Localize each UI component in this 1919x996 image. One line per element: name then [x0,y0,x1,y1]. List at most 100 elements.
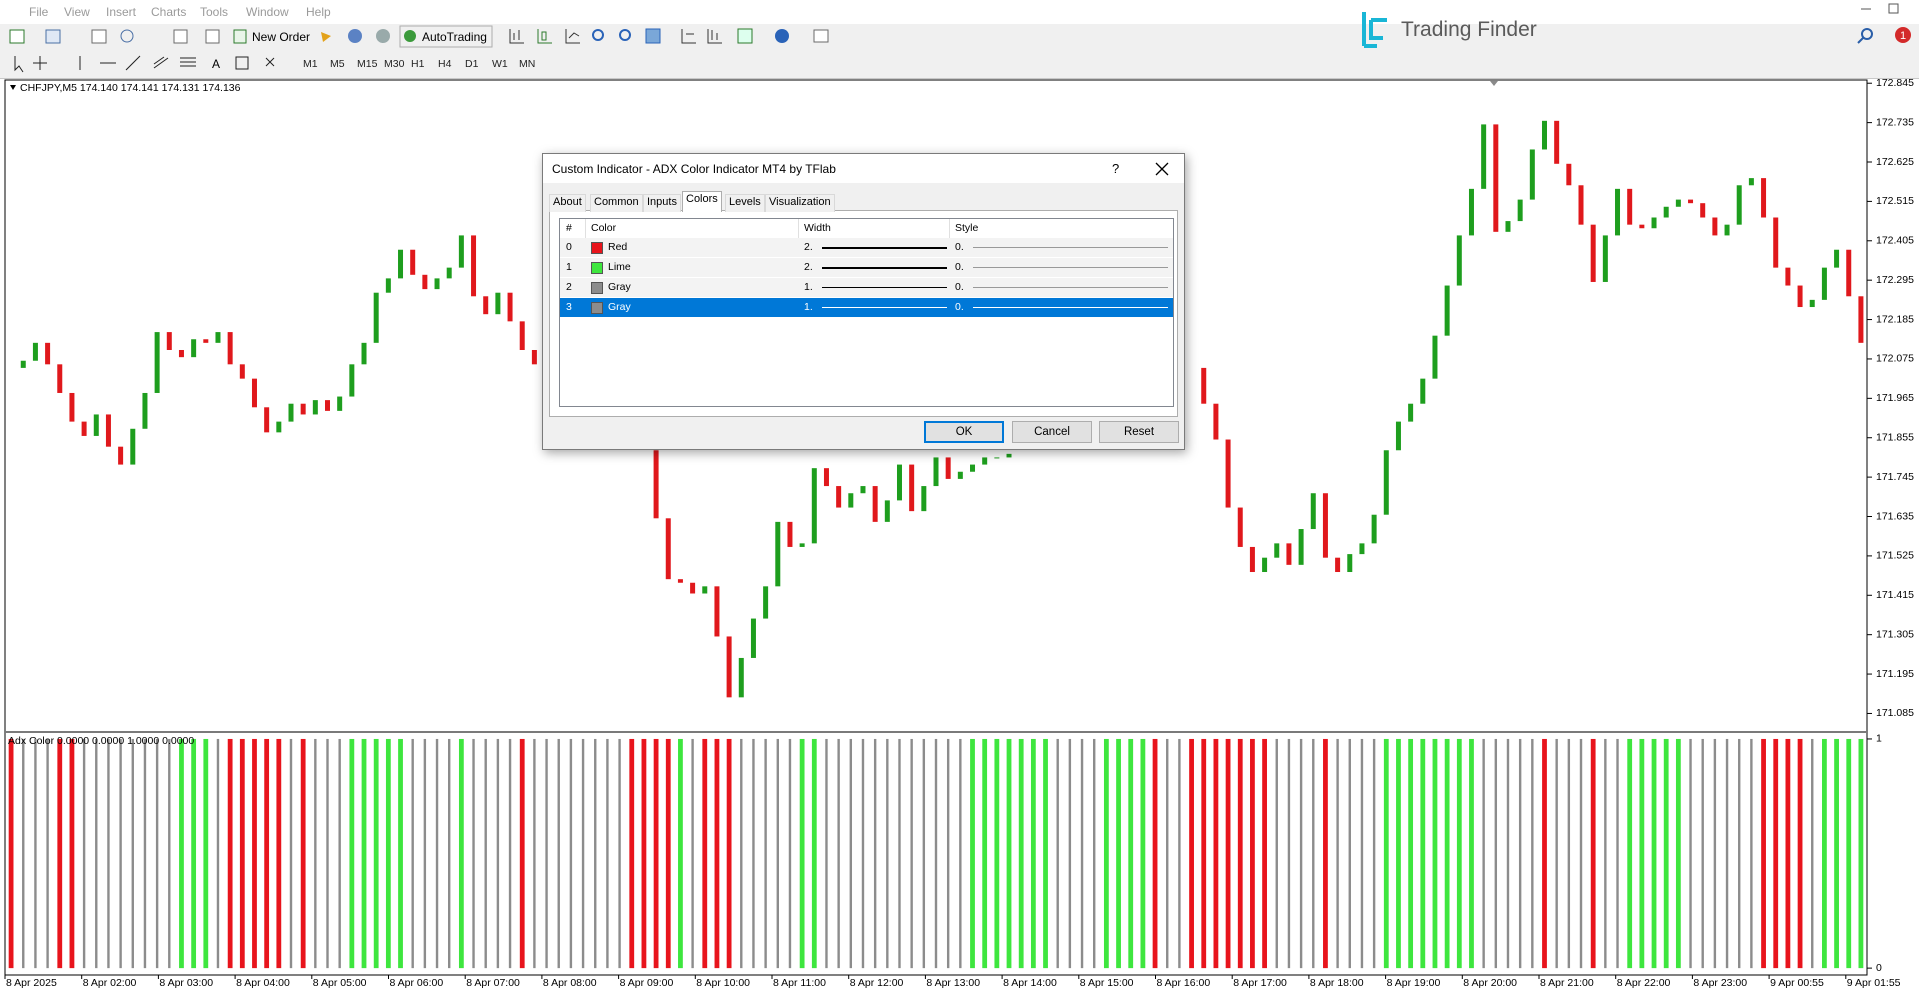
timeframe-button[interactable]: M5 [330,58,345,70]
style-value: 0. [955,301,964,313]
y-tick-label: 172.845 [1876,77,1914,89]
indicator-bar [289,738,293,969]
icon[interactable] [235,56,249,70]
indicator-bar [1858,738,1864,969]
row-index: 0 [566,241,572,253]
icon[interactable] [592,29,604,41]
timeframe-button[interactable]: D1 [465,58,479,70]
candle [1773,217,1779,268]
close-button[interactable] [1155,162,1169,176]
indicator-bar [849,738,853,969]
width-value: 2. [804,261,813,273]
icon[interactable] [9,29,25,44]
candle [166,332,172,350]
indicator-bar [1348,738,1351,969]
candle [1615,188,1621,236]
candle [1310,493,1316,530]
icon[interactable] [173,29,188,44]
autotrading-frame[interactable] [399,25,493,48]
tab[interactable]: Visualization [765,194,835,212]
icon[interactable] [813,29,829,43]
icon[interactable] [205,29,220,44]
indicator-bar [641,738,647,969]
timeframe-button[interactable]: M15 [357,58,378,70]
menu-item[interactable]: Tools [200,5,229,19]
indicator-bar [216,738,220,969]
icon[interactable] [537,29,552,44]
icon[interactable] [180,57,196,67]
restore-button[interactable] [1888,3,1899,14]
search-button[interactable] [1861,28,1873,40]
candle [957,471,963,479]
new-order-button[interactable]: New Order [252,30,311,44]
icon[interactable] [619,29,631,41]
icon[interactable] [376,29,390,43]
timeframe-button[interactable]: M30 [384,58,405,70]
tab[interactable]: Levels [725,194,765,212]
icon[interactable] [91,29,107,44]
icon[interactable] [565,29,580,44]
x-tick-label: 8 Apr 17:00 [1233,977,1287,989]
indicator-bar [1604,738,1607,969]
icon[interactable] [737,28,753,44]
menu-item[interactable]: Window [246,5,289,19]
indicator-bar [959,738,962,969]
table-row[interactable]: 3 Gray 1. 0. [560,298,1173,318]
icon[interactable] [233,29,247,44]
menu-item[interactable]: File [29,5,49,19]
color-name: Lime [608,261,631,273]
icon[interactable] [125,55,141,71]
indicator-bar [702,738,708,969]
autotrading-button[interactable]: AutoTrading [422,30,487,44]
x-tick-label: 8 Apr 02:00 [83,977,137,989]
table-row[interactable]: 0 Red 2. 0. [560,238,1173,258]
tool-icons: A [14,55,275,73]
indicator-bar [1518,738,1522,969]
icon[interactable] [120,29,134,43]
icon[interactable] [33,56,47,70]
indicator-bar [752,738,755,969]
icon[interactable] [321,32,331,42]
icon[interactable] [14,56,24,73]
timeframe-button[interactable]: H1 [411,58,425,70]
icon[interactable] [45,29,61,44]
icon[interactable] [645,28,661,44]
dialog-button[interactable]: OK [924,421,1004,443]
tab[interactable]: Inputs [643,194,681,212]
timeframe-button[interactable]: H4 [438,58,452,70]
indicator-bar [825,738,828,969]
icon[interactable] [707,29,722,44]
icon[interactable] [404,30,416,42]
menu-item[interactable]: Charts [151,5,187,19]
y-tick-label: 171.415 [1876,589,1914,601]
icon[interactable]: A [212,57,220,71]
dialog-button[interactable]: Cancel [1012,421,1092,443]
indicator-bar [740,738,743,969]
menu-item[interactable]: View [64,5,90,19]
icon[interactable] [775,29,789,43]
indicator-bar [618,738,621,969]
timeframe-button[interactable]: W1 [492,58,508,70]
menu-item[interactable]: Help [306,5,331,19]
indicator-bar [1068,738,1072,969]
table-row[interactable]: 2 Gray 1. 0. [560,278,1173,298]
icon[interactable] [681,29,696,44]
icon[interactable] [509,29,524,44]
timeframe-button[interactable]: MN [519,58,536,70]
dialog-button[interactable]: Reset [1099,421,1179,443]
icon[interactable] [153,56,169,69]
table-row[interactable]: 1 Lime 2. 0. [560,258,1173,278]
y-tick-label: 171.855 [1876,432,1914,444]
icon[interactable] [265,57,275,67]
help-button[interactable]: ? [1112,161,1120,176]
tab[interactable]: Common [590,194,643,212]
notification-badge[interactable] [1895,27,1911,43]
icon[interactable] [348,29,362,43]
timeframe-button[interactable]: M1 [303,58,318,70]
tab[interactable]: About [549,194,586,212]
indicator-bar [143,738,147,969]
indicator-bar [472,738,475,969]
menu-item[interactable]: Insert [106,5,137,19]
tab[interactable]: Colors [682,191,722,212]
candle [118,446,124,465]
